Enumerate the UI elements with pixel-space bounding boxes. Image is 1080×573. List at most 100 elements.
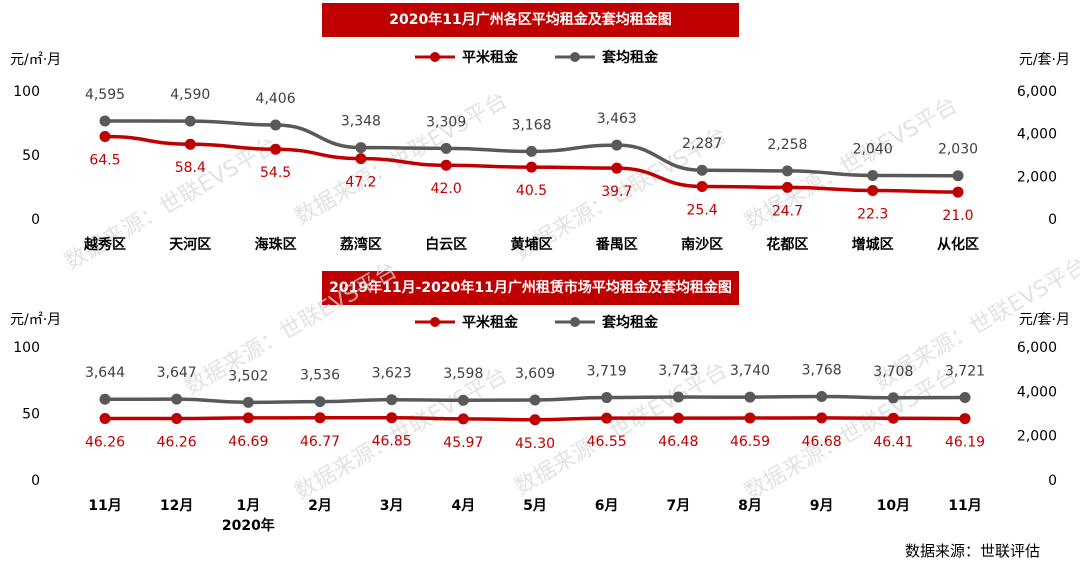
chart1-data-label-0-0: 64.5 [89,152,120,168]
chart1-data-label-0-4: 42.0 [431,181,462,197]
chart2-point-1-2 [242,396,254,408]
chart2-point-0-9 [744,412,756,424]
chart2-point-1-1 [171,393,183,405]
chart2-data-label-0-7: 46.55 [587,434,627,450]
chart2-data-label-0-5: 45.97 [443,435,483,451]
chart2-point-0-1 [171,412,183,424]
chart2-left-unit: 元/㎡·月 [10,312,61,328]
chart1-point-0-9 [867,184,879,196]
chart1-point-0-4 [440,159,452,171]
chart2-legend-label-1: 套均租金 [602,314,659,331]
chart2-data-label-1-4: 3,623 [372,366,412,382]
chart1-category-label: 天河区 [169,236,211,253]
chart2-point-0-5 [457,413,469,425]
chart2-point-1-10 [816,390,828,402]
chart1-right-tick: 6,000 [1017,84,1057,100]
chart1-point-1-0 [99,115,111,127]
chart2-category-label: 6月 [595,498,619,514]
chart2-point-0-2 [242,412,254,424]
chart1-category-label: 越秀区 [83,236,126,253]
chart1-category-label: 海珠区 [255,236,297,253]
chart1-legend-label-0: 平米租金 [462,49,519,66]
chart1-category-label: 南沙区 [681,236,723,253]
chart2-category-label: 2月 [308,498,332,514]
chart1-point-1-7 [696,164,708,176]
chart2-point-1-8 [672,391,684,403]
chart2-data-label-0-4: 46.85 [372,434,412,450]
chart2-data-label-0-8: 46.48 [658,434,698,450]
chart2-title: 2019年11月-2020年11月广州租赁市场平均租金及套均租金图 [323,272,738,304]
chart2-right-tick: 2,000 [1017,429,1057,445]
chart1-category-label: 黄埔区 [511,236,553,253]
chart1-point-0-7 [696,180,708,192]
chart2-data-label-1-2: 3,502 [228,368,268,384]
chart2-right-tick: 6,000 [1017,340,1057,356]
chart1-point-1-2 [270,119,282,131]
chart2-category-label: 5月 [523,498,547,514]
chart2-point-1-5 [457,394,469,406]
chart2-data-label-1-0: 3,644 [85,365,125,381]
chart1-category-label: 荔湾区 [339,236,382,253]
chart1-data-label-1-3: 3,348 [341,114,381,130]
chart1-left-unit: 元/㎡·月 [10,52,61,68]
chart1-left-tick: 0 [31,212,40,228]
chart2-category-label: 11月 [948,498,981,514]
chart2-data-label-1-10: 3,768 [802,362,842,378]
chart2-data-label-1-6: 3,609 [515,366,555,382]
chart2-point-1-12 [959,392,971,404]
chart1-data-label-0-5: 40.5 [516,183,547,199]
chart2-point-0-12 [959,413,971,425]
chart2-category-label: 1月 [236,498,260,514]
chart1-data-label-1-1: 4,590 [170,87,210,103]
chart1-data-label-1-10: 2,030 [938,142,978,158]
chart1-category-label: 增城区 [852,236,894,253]
chart2-category-label: 4月 [451,498,475,514]
chart1-data-label-1-8: 2,258 [767,137,807,153]
chart1-point-0-5 [526,161,537,173]
chart1-point-0-6 [611,162,623,174]
chart2-data-label-0-2: 46.69 [228,434,268,450]
chart1-data-label-1-4: 3,309 [426,114,466,130]
chart2-data-label-1-9: 3,740 [730,363,770,379]
chart1-data-label-1-6: 3,463 [597,111,637,127]
chart1-data-label-0-8: 24.7 [772,203,803,219]
chart2-data-label-1-8: 3,743 [658,363,698,379]
chart2-point-1-3 [314,396,326,408]
chart2-data-label-0-9: 46.59 [730,434,770,450]
chart1-data-label-0-1: 58.4 [175,160,206,176]
chart2-data-label-0-0: 46.26 [85,434,125,450]
chart1-title: 2020年11月广州各区平均租金及套均租金图 [323,4,738,36]
chart2-legend-marker-1 [570,317,580,327]
chart1-legend-marker-0 [430,52,440,62]
chart2-point-1-11 [887,392,899,404]
chart1-point-0-0 [99,130,111,142]
chart2-right-tick: 4,000 [1017,384,1057,400]
chart1-data-label-0-9: 22.3 [857,206,888,222]
chart2-category-label: 11月 [88,498,121,514]
chart2-data-label-1-1: 3,647 [157,365,197,381]
chart2-category-label: 12月 [160,498,193,514]
chart2-category-sublabel: 2020年 [222,517,275,534]
chart1-point-0-3 [355,153,367,165]
chart1-data-label-0-2: 54.5 [260,165,291,181]
chart2-data-label-1-12: 3,721 [945,364,985,380]
chart1-point-1-4 [440,142,452,154]
chart2-category-label: 9月 [810,498,834,514]
chart1-category-label: 花都区 [766,236,808,253]
chart2-left-tick: 50 [22,407,40,423]
chart2-point-1-7 [601,392,613,404]
watermark-text: 数据来源：世联EVS平台 [181,258,402,400]
chart1-data-label-1-5: 3,168 [511,117,551,133]
chart1-right-tick: 0 [1048,212,1057,228]
chart1-data-label-0-10: 21.0 [942,208,973,224]
chart2-right-unit: 元/套·月 [1019,312,1070,328]
chart1-point-1-10 [952,170,964,182]
chart2-data-label-1-3: 3,536 [300,368,340,384]
chart2-data-label-0-12: 46.19 [945,435,985,451]
chart2-data-label-1-11: 3,708 [873,364,913,380]
chart1-point-1-9 [867,169,879,181]
source-note: 数据来源：世联评估 [904,542,1040,560]
chart2-point-1-9 [744,391,756,403]
chart2-right-tick: 0 [1048,473,1057,489]
chart1-point-1-6 [611,139,623,151]
